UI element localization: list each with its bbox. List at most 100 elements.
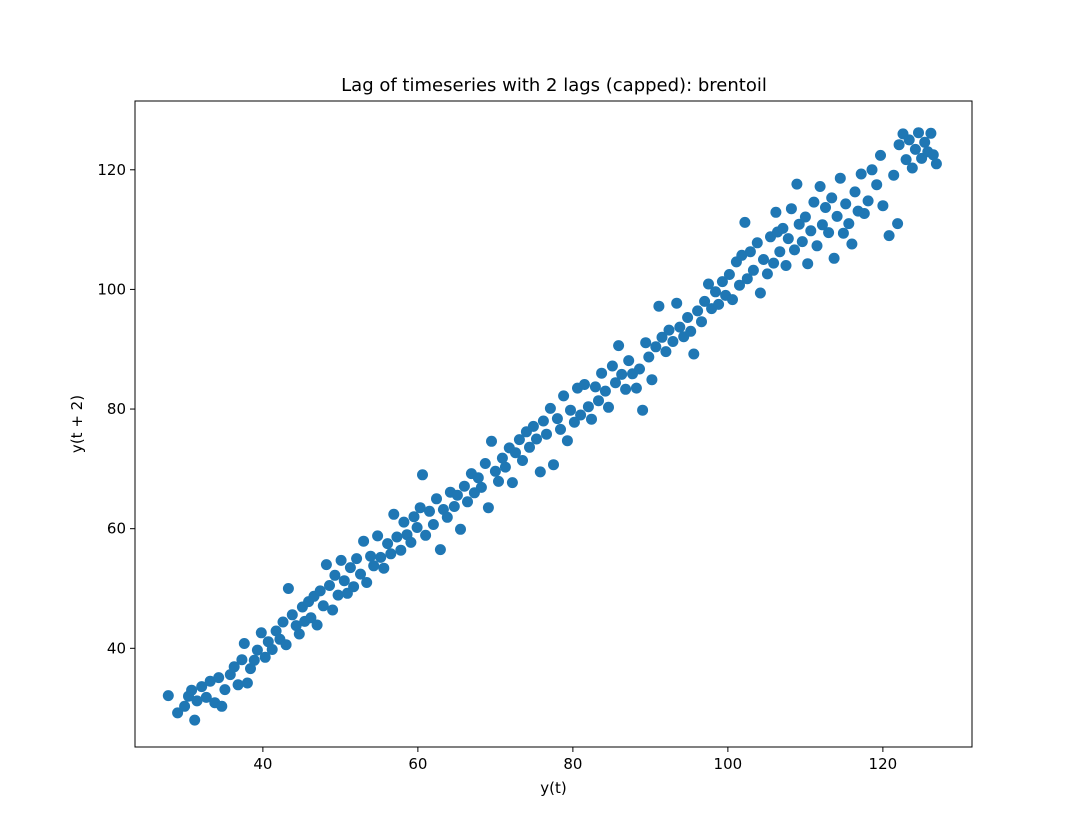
scatter-point	[883, 230, 895, 242]
scatter-point	[596, 367, 608, 379]
scatter-point	[930, 158, 942, 170]
scatter-point	[451, 489, 463, 501]
scatter-point	[736, 249, 748, 261]
scatter-point	[338, 575, 350, 587]
y-tick-label: 120	[97, 161, 126, 179]
scatter-point	[761, 268, 773, 280]
scatter-point	[493, 475, 504, 487]
scatter-point	[805, 225, 817, 237]
scatter-point	[499, 461, 511, 473]
scatter-point	[682, 312, 694, 323]
scatter-point	[191, 695, 203, 707]
scatter-point	[388, 508, 400, 520]
scatter-point	[510, 447, 521, 459]
scatter-point	[586, 413, 597, 425]
scatter-point	[537, 415, 549, 427]
scatter-point	[282, 583, 294, 594]
scatter-point	[754, 287, 766, 299]
scatter-point	[877, 200, 889, 212]
scatter-point	[925, 127, 937, 139]
scatter-point	[189, 714, 201, 726]
scatter-point	[472, 472, 484, 484]
scatter-point	[213, 672, 225, 684]
scatter-point	[293, 628, 305, 640]
scatter-point	[200, 691, 212, 703]
scatter-point	[768, 257, 780, 269]
scatter-point	[286, 609, 298, 621]
scatter-point	[640, 337, 652, 349]
scatter-point	[799, 211, 811, 223]
scatter-point	[358, 535, 370, 547]
scatter-point	[820, 202, 831, 213]
scatter-point	[527, 420, 539, 432]
scatter-point	[251, 644, 263, 656]
scatter-point	[277, 616, 289, 628]
scatter-point	[811, 240, 823, 252]
scatter-point	[489, 465, 501, 477]
scatter-point	[348, 581, 360, 593]
scatter-point	[840, 198, 852, 210]
scatter-point	[579, 379, 590, 390]
scatter-point	[196, 681, 208, 693]
scatter-point	[219, 684, 231, 696]
scatter-point	[616, 368, 628, 380]
scatter-point	[903, 134, 915, 146]
scatter-point	[599, 385, 611, 397]
scatter-point	[862, 195, 874, 207]
scatter-point	[245, 663, 256, 675]
scatter-point	[814, 181, 826, 192]
scatter-point	[448, 501, 460, 512]
scatter-point	[479, 458, 491, 469]
scatter-point	[534, 466, 546, 478]
scatter-point	[643, 351, 655, 363]
scatter-point	[228, 661, 240, 673]
scatter-point	[368, 560, 380, 572]
plot-frame	[134, 100, 973, 748]
scatter-point	[324, 580, 335, 591]
scatter-point	[620, 383, 632, 395]
scatter-point	[551, 413, 563, 425]
scatter-point	[344, 562, 356, 574]
scatter-point	[823, 227, 835, 239]
scatter-point	[780, 260, 792, 271]
scatter-point	[919, 136, 931, 148]
scatter-point	[637, 404, 649, 416]
scatter-point	[558, 390, 570, 402]
scatter-point	[777, 222, 789, 234]
chart-title: Lag of timeseries with 2 lags (capped): …	[341, 75, 767, 96]
scatter-point	[332, 589, 344, 601]
scatter-point	[424, 505, 435, 517]
scatter-point	[846, 238, 858, 250]
scatter-point	[613, 340, 625, 352]
scatter-point	[688, 348, 700, 360]
scatter-point	[630, 382, 642, 394]
scatter-point	[650, 341, 662, 353]
scatter-point	[568, 416, 580, 428]
x-tick-label: 100	[714, 755, 743, 773]
scatter-point	[541, 428, 552, 440]
scatter-point	[871, 179, 883, 191]
scatter-point	[506, 477, 518, 489]
scatter-point	[774, 246, 786, 258]
scatter-point	[475, 481, 487, 493]
scatter-point	[311, 619, 323, 631]
scatter-point	[411, 522, 423, 533]
scatter-point	[770, 206, 782, 218]
scatter-point	[395, 544, 407, 556]
scatter-point	[375, 551, 387, 563]
scatter-point	[496, 452, 508, 464]
scatter-point	[723, 269, 735, 280]
scatter-point	[634, 363, 645, 375]
scatter-point	[524, 441, 535, 453]
scatter-point	[663, 324, 675, 336]
scatter-point	[186, 684, 198, 696]
scatter-point	[431, 493, 442, 505]
scatter-point	[785, 203, 797, 215]
scatter-point	[589, 381, 601, 393]
scatter-point	[385, 548, 397, 560]
y-tick-label: 60	[107, 520, 126, 538]
scatter-point	[462, 496, 473, 508]
scatter-point	[703, 278, 714, 290]
scatter-point	[204, 675, 216, 687]
scatter-point	[241, 677, 253, 689]
